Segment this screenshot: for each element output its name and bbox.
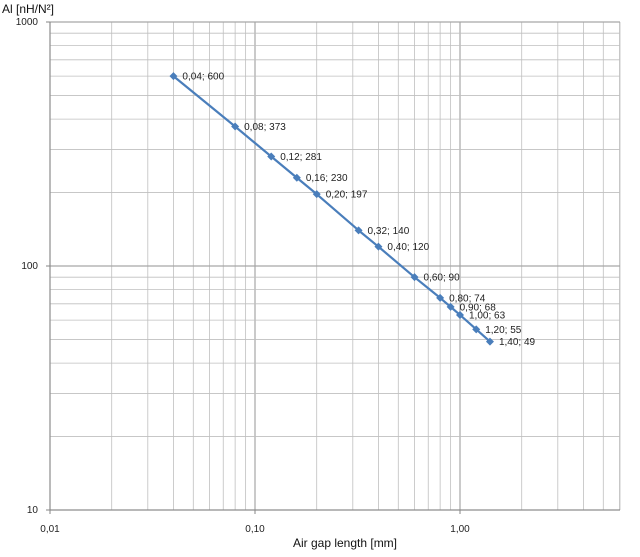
data-label: 0,12; 281	[280, 152, 322, 163]
x-axis-title: Air gap length [mm]	[293, 536, 397, 550]
data-label: 1,20; 55	[485, 325, 522, 336]
data-label: 1,40; 49	[499, 337, 536, 348]
data-point-marker	[354, 226, 363, 235]
data-point-marker	[267, 152, 276, 161]
x-tick-label: 1,00	[450, 524, 470, 535]
series-line-path	[172, 75, 491, 343]
data-label: 0,20; 197	[326, 190, 368, 201]
data-point-marker	[446, 302, 455, 311]
data-label: 0,60; 90	[424, 273, 461, 284]
data-point-marker	[169, 72, 178, 81]
series-line	[172, 75, 491, 343]
data-point-marker	[410, 273, 419, 282]
data-point-marker	[312, 190, 321, 199]
x-tick-label: 0,10	[245, 524, 265, 535]
data-label: 0,08; 373	[244, 122, 286, 133]
grid-lines	[49, 21, 621, 511]
data-label: 0,16; 230	[306, 173, 348, 184]
data-point-marker	[472, 325, 481, 334]
data-label: 0,40; 120	[387, 242, 429, 253]
y-axis-title: Al [nH/N²]	[2, 2, 54, 16]
tick-labels: 0,01 0,10 1,00 10 100 1000	[16, 17, 470, 535]
data-label: 0,04; 600	[182, 72, 224, 83]
data-label: 0,90; 68	[460, 302, 497, 313]
y-tick-label: 1000	[16, 17, 39, 28]
data-points	[169, 72, 494, 346]
data-label: 0,32; 140	[368, 226, 410, 237]
data-point-marker	[231, 122, 240, 131]
data-label: 1,00; 63	[469, 310, 506, 321]
data-labels: 0,04; 600 0,08; 373 0,12; 281 0,16; 230 0,20…	[182, 72, 535, 348]
data-label: 0,80; 74	[449, 293, 486, 304]
axes	[46, 21, 620, 514]
data-point-marker	[485, 337, 494, 346]
data-point-marker	[292, 173, 301, 182]
data-point-marker	[374, 242, 383, 251]
data-point-marker	[436, 293, 445, 302]
y-tick-label: 100	[21, 261, 38, 272]
x-tick-label: 0,01	[40, 524, 60, 535]
data-point-marker	[456, 310, 464, 319]
y-tick-label: 10	[27, 505, 39, 516]
